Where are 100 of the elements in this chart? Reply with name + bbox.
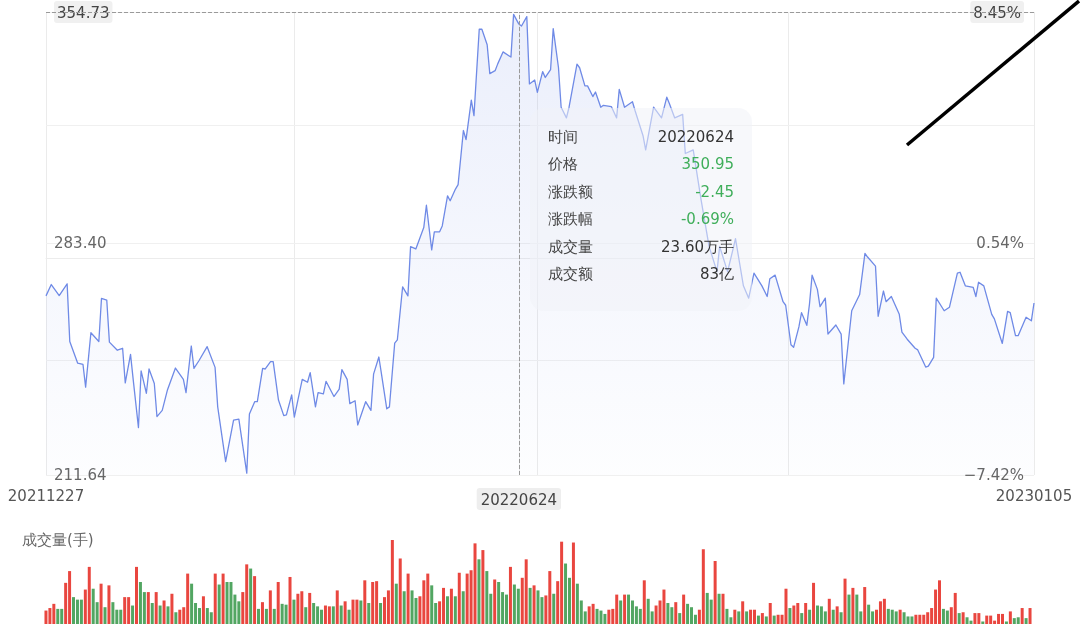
bar bbox=[670, 607, 674, 624]
bar bbox=[268, 590, 272, 624]
x-tick-label: 20211227 bbox=[7, 486, 85, 505]
bar bbox=[512, 584, 516, 624]
bar bbox=[922, 614, 926, 624]
bar bbox=[107, 585, 111, 624]
bar bbox=[320, 609, 324, 624]
bar bbox=[146, 592, 150, 624]
bar bbox=[914, 614, 918, 624]
bar bbox=[481, 550, 485, 624]
bar bbox=[292, 599, 296, 624]
bar bbox=[737, 611, 741, 624]
bar bbox=[701, 549, 705, 624]
bar bbox=[316, 606, 320, 624]
bar bbox=[111, 602, 115, 624]
bar bbox=[772, 615, 776, 624]
bar bbox=[812, 582, 816, 624]
annotation: 涨跌额 bbox=[548, 181, 593, 203]
bar bbox=[977, 613, 981, 624]
bar bbox=[60, 608, 64, 624]
bar bbox=[867, 604, 871, 624]
bar bbox=[1028, 608, 1032, 624]
bar bbox=[886, 608, 890, 624]
bar bbox=[174, 612, 178, 624]
bar bbox=[170, 593, 174, 624]
bar bbox=[721, 593, 725, 624]
bar bbox=[642, 580, 646, 624]
bar bbox=[79, 599, 83, 624]
bar bbox=[1020, 608, 1024, 624]
bar bbox=[906, 616, 910, 624]
bar bbox=[894, 611, 898, 624]
annotation: -2.45 bbox=[695, 181, 734, 203]
bar bbox=[442, 587, 446, 624]
bar bbox=[477, 559, 481, 624]
bar bbox=[158, 605, 162, 624]
bar bbox=[981, 621, 985, 624]
bar bbox=[536, 590, 540, 624]
bar bbox=[575, 583, 579, 624]
bar bbox=[953, 592, 957, 624]
bar bbox=[493, 579, 497, 624]
bar bbox=[599, 610, 603, 624]
bar bbox=[1004, 621, 1008, 624]
bar bbox=[756, 615, 760, 624]
bar bbox=[280, 603, 284, 624]
bar bbox=[56, 608, 60, 624]
bar bbox=[524, 559, 528, 624]
bar bbox=[355, 599, 359, 624]
y-tick-label: 211.64 bbox=[54, 466, 107, 484]
bar bbox=[603, 613, 607, 624]
bar bbox=[335, 590, 339, 624]
bar bbox=[131, 605, 135, 624]
bar bbox=[1012, 618, 1016, 624]
bar bbox=[847, 594, 851, 624]
bar bbox=[627, 594, 631, 624]
bar bbox=[410, 590, 414, 624]
y-tick-label: 283.40 bbox=[54, 233, 107, 252]
bar bbox=[264, 608, 268, 624]
bar bbox=[788, 608, 792, 624]
bar bbox=[375, 581, 379, 624]
bar bbox=[713, 561, 717, 624]
bar bbox=[308, 592, 312, 624]
bar bbox=[339, 605, 343, 624]
bar bbox=[445, 596, 449, 624]
bar bbox=[1016, 617, 1020, 624]
bar bbox=[473, 543, 477, 624]
bar bbox=[123, 597, 127, 624]
bar bbox=[764, 616, 768, 624]
bar bbox=[591, 603, 595, 624]
x-tick-label: 20230105 bbox=[995, 486, 1073, 505]
bar bbox=[815, 605, 819, 624]
bar bbox=[249, 568, 253, 624]
bar bbox=[548, 571, 552, 624]
bar bbox=[119, 609, 123, 624]
annotation: 20220624 bbox=[657, 127, 734, 148]
bar bbox=[288, 576, 292, 624]
bar bbox=[1008, 611, 1012, 624]
bar bbox=[674, 602, 678, 624]
bar bbox=[453, 596, 457, 624]
bar bbox=[784, 588, 788, 624]
bar bbox=[741, 601, 745, 624]
bar bbox=[178, 609, 182, 624]
bar bbox=[186, 573, 190, 624]
bar bbox=[485, 571, 489, 624]
bar bbox=[989, 615, 993, 624]
bar bbox=[225, 582, 229, 624]
bar bbox=[99, 583, 103, 624]
bar bbox=[619, 600, 623, 624]
annotation: 成交额 bbox=[548, 263, 593, 285]
bar bbox=[497, 582, 501, 624]
bar bbox=[245, 564, 249, 624]
bar bbox=[690, 607, 694, 624]
bar bbox=[831, 609, 835, 624]
bar bbox=[103, 607, 107, 624]
bar bbox=[394, 583, 398, 624]
bar bbox=[351, 599, 355, 624]
bar bbox=[878, 601, 882, 624]
bar bbox=[808, 609, 812, 624]
bar bbox=[855, 594, 859, 624]
bar bbox=[961, 612, 965, 624]
bar bbox=[851, 587, 855, 624]
